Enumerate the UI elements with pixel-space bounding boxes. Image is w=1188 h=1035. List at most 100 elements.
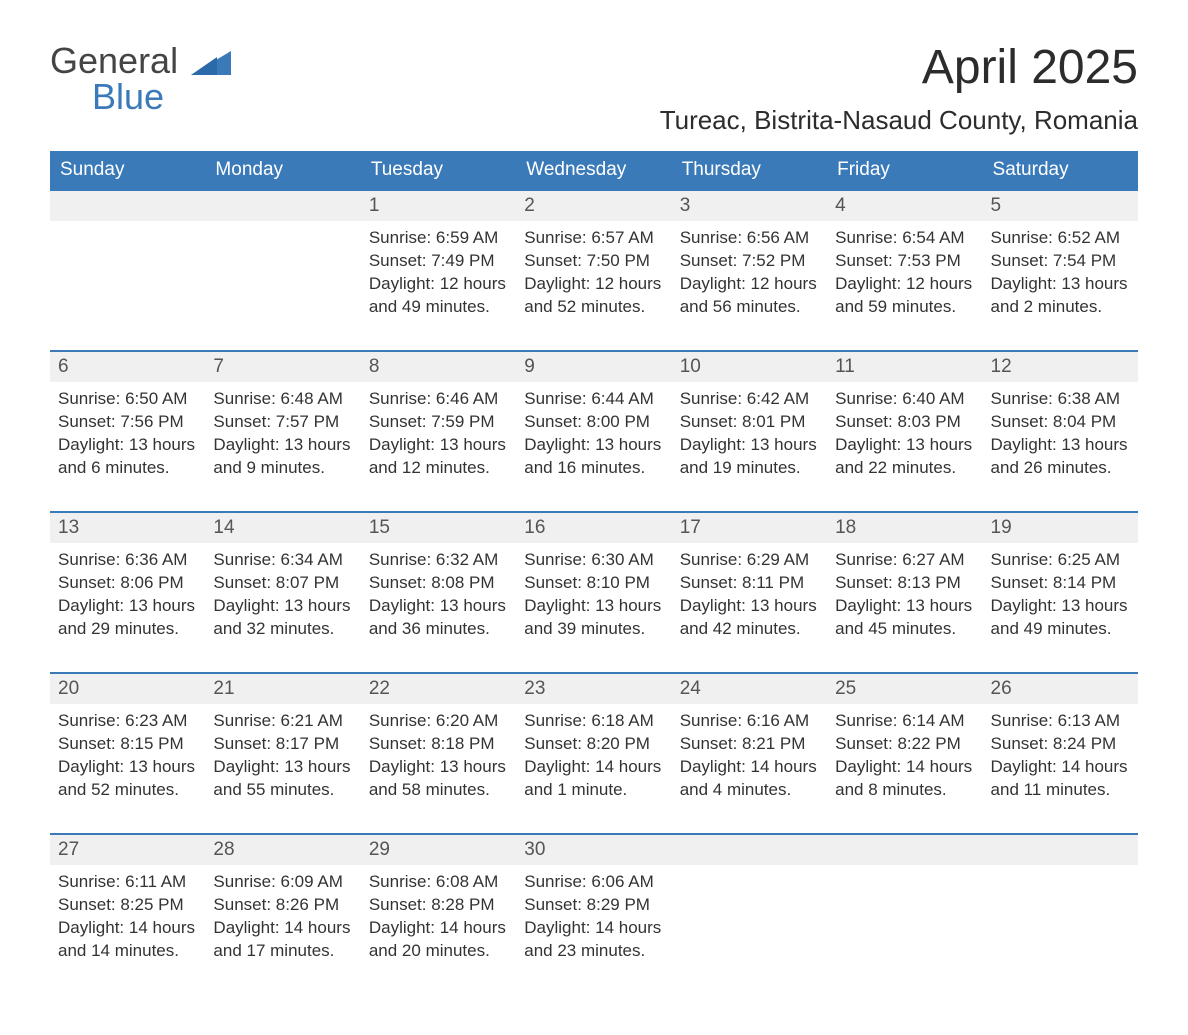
daylight-text: Daylight: 14 hours and 8 minutes. [835,756,974,802]
sunrise-text: Sunrise: 6:14 AM [835,710,974,733]
day-cell: Sunrise: 6:44 AMSunset: 8:00 PMDaylight:… [516,382,671,512]
daylight-text: Daylight: 13 hours and 36 minutes. [369,595,508,641]
day-content: Sunrise: 6:38 AMSunset: 8:04 PMDaylight:… [983,382,1138,494]
daylight-text: Daylight: 13 hours and 42 minutes. [680,595,819,641]
daylight-text: Daylight: 13 hours and 2 minutes. [991,273,1130,319]
day-content: Sunrise: 6:56 AMSunset: 7:52 PMDaylight:… [672,221,827,333]
daylight-text: Daylight: 13 hours and 16 minutes. [524,434,663,480]
day-cell: Sunrise: 6:14 AMSunset: 8:22 PMDaylight:… [827,704,982,834]
daylight-text: Daylight: 13 hours and 19 minutes. [680,434,819,480]
daylight-text: Daylight: 14 hours and 11 minutes. [991,756,1130,802]
week-content-row: Sunrise: 6:36 AMSunset: 8:06 PMDaylight:… [50,543,1138,673]
day-content: Sunrise: 6:25 AMSunset: 8:14 PMDaylight:… [983,543,1138,655]
daylight-text: Daylight: 12 hours and 56 minutes. [680,273,819,319]
week-daynum-row: 13141516171819 [50,512,1138,543]
weekday-header: Friday [827,151,982,190]
empty-cell [827,834,982,865]
day-cell: Sunrise: 6:32 AMSunset: 8:08 PMDaylight:… [361,543,516,673]
day-number-cell: 28 [205,834,360,865]
sunset-text: Sunset: 8:14 PM [991,572,1130,595]
weekday-header: Monday [205,151,360,190]
sunset-text: Sunset: 8:25 PM [58,894,197,917]
weekday-header: Saturday [983,151,1138,190]
daylight-text: Daylight: 13 hours and 9 minutes. [213,434,352,480]
day-number-cell: 29 [361,834,516,865]
day-number-cell: 7 [205,351,360,382]
day-content: Sunrise: 6:06 AMSunset: 8:29 PMDaylight:… [516,865,671,977]
day-content: Sunrise: 6:44 AMSunset: 8:00 PMDaylight:… [516,382,671,494]
day-number: 23 [516,674,671,704]
day-number-cell: 30 [516,834,671,865]
sunrise-text: Sunrise: 6:48 AM [213,388,352,411]
day-number-cell: 4 [827,190,982,221]
sunrise-text: Sunrise: 6:25 AM [991,549,1130,572]
sunset-text: Sunset: 8:04 PM [991,411,1130,434]
sunrise-text: Sunrise: 6:56 AM [680,227,819,250]
day-number-cell: 23 [516,673,671,704]
day-number: 20 [50,674,205,704]
day-number: 3 [672,191,827,221]
sunrise-text: Sunrise: 6:38 AM [991,388,1130,411]
week-content-row: Sunrise: 6:59 AMSunset: 7:49 PMDaylight:… [50,221,1138,351]
empty-cell [205,190,360,221]
day-number-cell: 27 [50,834,205,865]
day-number [672,835,827,862]
day-cell: Sunrise: 6:20 AMSunset: 8:18 PMDaylight:… [361,704,516,834]
day-number-cell: 11 [827,351,982,382]
sunset-text: Sunset: 8:24 PM [991,733,1130,756]
empty-cell [672,834,827,865]
daylight-text: Daylight: 13 hours and 39 minutes. [524,595,663,641]
day-number: 16 [516,513,671,543]
day-cell: Sunrise: 6:21 AMSunset: 8:17 PMDaylight:… [205,704,360,834]
sunset-text: Sunset: 8:01 PM [680,411,819,434]
day-number-cell: 21 [205,673,360,704]
sunrise-text: Sunrise: 6:34 AM [213,549,352,572]
empty-cell [827,865,982,995]
day-cell: Sunrise: 6:42 AMSunset: 8:01 PMDaylight:… [672,382,827,512]
day-cell: Sunrise: 6:36 AMSunset: 8:06 PMDaylight:… [50,543,205,673]
day-number: 8 [361,352,516,382]
day-content: Sunrise: 6:34 AMSunset: 8:07 PMDaylight:… [205,543,360,655]
day-number-cell: 20 [50,673,205,704]
day-cell: Sunrise: 6:50 AMSunset: 7:56 PMDaylight:… [50,382,205,512]
sunrise-text: Sunrise: 6:11 AM [58,871,197,894]
sunrise-text: Sunrise: 6:46 AM [369,388,508,411]
sunset-text: Sunset: 8:21 PM [680,733,819,756]
day-number: 11 [827,352,982,382]
empty-cell [205,221,360,351]
sunset-text: Sunset: 7:49 PM [369,250,508,273]
week-content-row: Sunrise: 6:50 AMSunset: 7:56 PMDaylight:… [50,382,1138,512]
calendar-table: Sunday Monday Tuesday Wednesday Thursday… [50,151,1138,995]
day-number [50,191,205,218]
day-number-cell: 17 [672,512,827,543]
day-number-cell: 1 [361,190,516,221]
sunset-text: Sunset: 8:17 PM [213,733,352,756]
sunset-text: Sunset: 8:07 PM [213,572,352,595]
title-block: April 2025 Tureac, Bistrita-Nasaud Count… [660,40,1138,136]
day-cell: Sunrise: 6:18 AMSunset: 8:20 PMDaylight:… [516,704,671,834]
sunrise-text: Sunrise: 6:42 AM [680,388,819,411]
sunrise-text: Sunrise: 6:36 AM [58,549,197,572]
daylight-text: Daylight: 13 hours and 26 minutes. [991,434,1130,480]
daylight-text: Daylight: 13 hours and 49 minutes. [991,595,1130,641]
sunset-text: Sunset: 7:50 PM [524,250,663,273]
day-number: 17 [672,513,827,543]
day-number [827,835,982,862]
daylight-text: Daylight: 13 hours and 32 minutes. [213,595,352,641]
day-content: Sunrise: 6:11 AMSunset: 8:25 PMDaylight:… [50,865,205,977]
day-cell: Sunrise: 6:56 AMSunset: 7:52 PMDaylight:… [672,221,827,351]
day-number: 6 [50,352,205,382]
sunrise-text: Sunrise: 6:06 AM [524,871,663,894]
sunrise-text: Sunrise: 6:13 AM [991,710,1130,733]
day-number-cell: 9 [516,351,671,382]
day-cell: Sunrise: 6:40 AMSunset: 8:03 PMDaylight:… [827,382,982,512]
day-number [983,835,1138,862]
day-cell: Sunrise: 6:48 AMSunset: 7:57 PMDaylight:… [205,382,360,512]
day-number-cell: 26 [983,673,1138,704]
daylight-text: Daylight: 14 hours and 17 minutes. [213,917,352,963]
day-cell: Sunrise: 6:34 AMSunset: 8:07 PMDaylight:… [205,543,360,673]
day-number: 2 [516,191,671,221]
day-content: Sunrise: 6:23 AMSunset: 8:15 PMDaylight:… [50,704,205,816]
sunrise-text: Sunrise: 6:16 AM [680,710,819,733]
header: General Blue April 2025 Tureac, Bistrita… [50,40,1138,136]
